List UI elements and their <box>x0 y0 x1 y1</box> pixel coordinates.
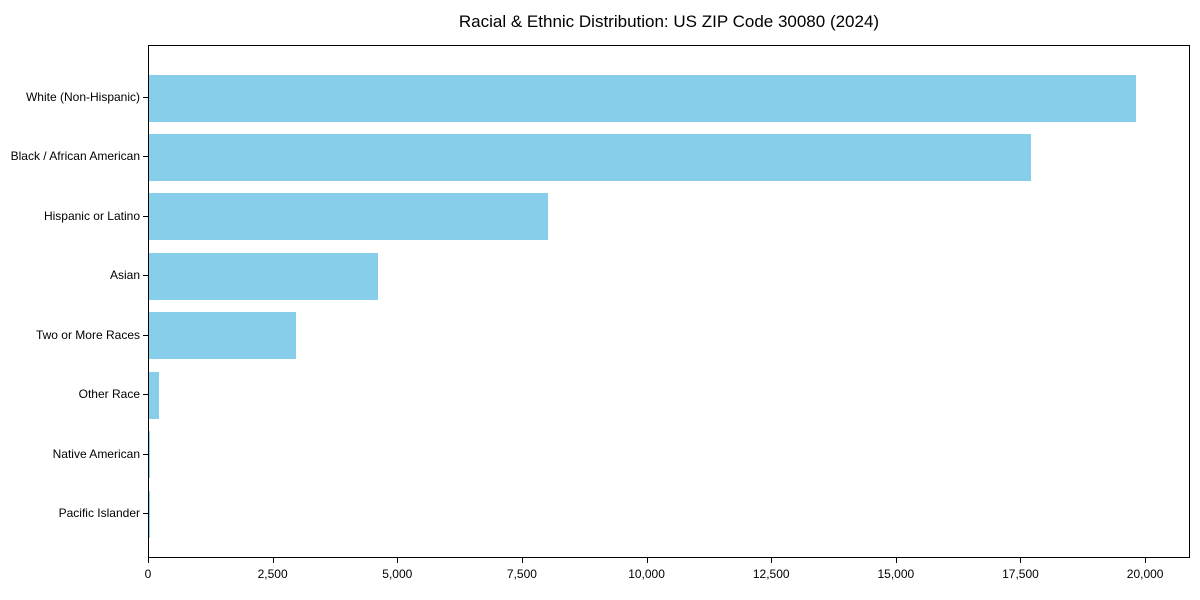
y-tick-label: White (Non-Hispanic) <box>25 90 140 104</box>
x-tick-label: 0 <box>144 567 152 581</box>
bar-asian <box>149 252 379 300</box>
x-tick-mark <box>397 558 399 563</box>
bar-black-african-american <box>149 133 1032 181</box>
y-tick-label: Native American <box>52 446 140 461</box>
x-tick-mark <box>895 558 897 563</box>
y-tick-label: Other Race <box>78 387 140 402</box>
y-tick-mark <box>143 513 148 514</box>
y-tick-label: Pacific Islander <box>58 506 140 520</box>
x-tick-label: 2,500 <box>257 567 288 581</box>
y-tick-label: Asian <box>109 268 140 283</box>
y-tick-label: Two or More Races <box>35 327 140 342</box>
bar-native-american <box>149 431 151 479</box>
x-tick-label: 5,000 <box>382 567 413 581</box>
x-tick-label: 12,500 <box>752 567 790 581</box>
y-tick-mark <box>143 215 148 217</box>
y-tick-mark <box>143 453 148 455</box>
bar-hispanic-or-latino <box>149 193 548 241</box>
y-tick-mark <box>143 394 148 396</box>
y-tick-mark <box>143 275 148 277</box>
x-tick-mark <box>148 558 149 563</box>
x-tick-mark <box>771 558 773 563</box>
bar-white-non-hispanic <box>149 74 1137 122</box>
y-tick-mark <box>143 156 148 158</box>
x-tick-mark <box>646 558 648 563</box>
x-tick-label: 17,500 <box>1002 567 1039 581</box>
x-tick-mark <box>1020 558 1022 563</box>
x-tick-label: 7,500 <box>506 567 537 581</box>
y-tick-mark <box>143 334 148 336</box>
y-tick-label: Black / African American <box>10 149 140 164</box>
plot-area <box>148 45 1190 558</box>
y-tick-mark <box>143 97 148 98</box>
bar-other-race <box>149 371 159 419</box>
x-tick-mark <box>272 558 274 563</box>
x-tick-mark <box>521 558 523 563</box>
x-tick-label: 10,000 <box>628 567 665 581</box>
x-tick-mark <box>1145 558 1147 563</box>
x-tick-label: 20,000 <box>1126 567 1164 581</box>
x-tick-label: 15,000 <box>877 567 915 581</box>
chart-title: Racial & Ethnic Distribution: US ZIP Cod… <box>458 12 880 31</box>
bar-two-or-more-races <box>149 312 297 360</box>
y-tick-label: Hispanic or Latino <box>43 208 140 223</box>
